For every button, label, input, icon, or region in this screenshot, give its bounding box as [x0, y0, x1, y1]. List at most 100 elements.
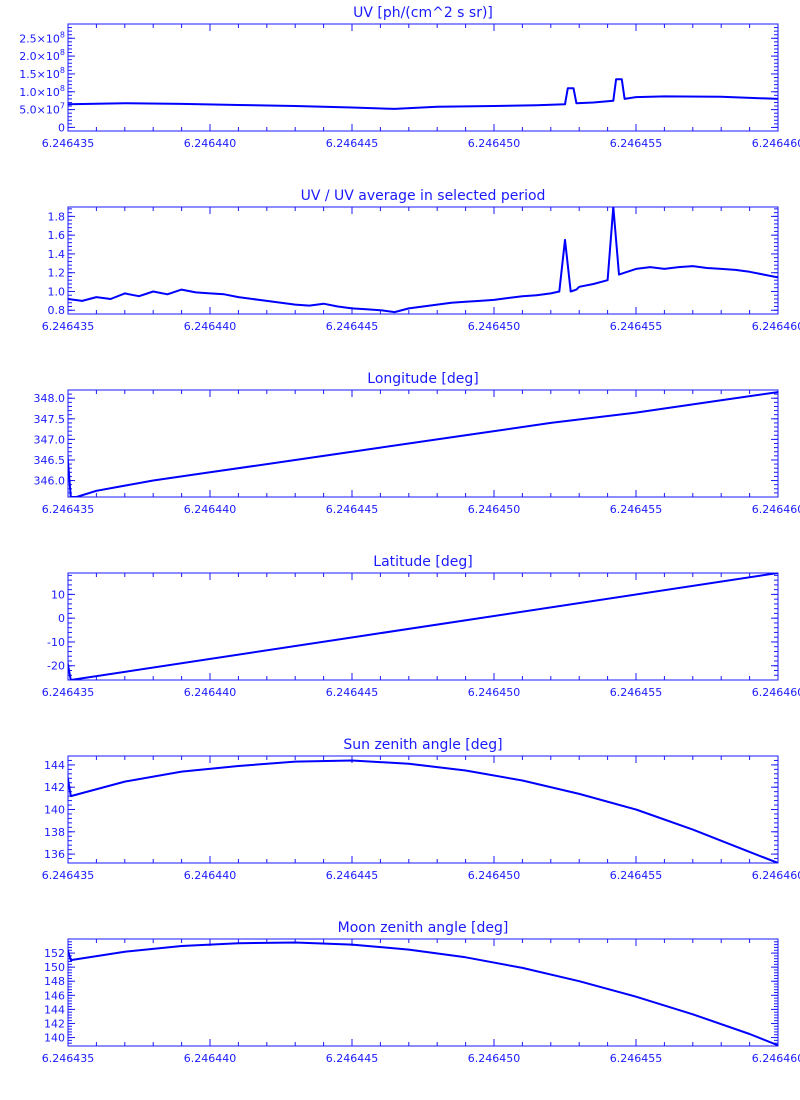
y-tick-label: 2.5×108	[19, 30, 65, 45]
series-line	[68, 78, 778, 110]
chart-panel-4: Latitude [deg] 6.246435 6.246440 6.246445 6.…	[42, 554, 800, 699]
y-tick-label: 1.2	[48, 267, 66, 280]
chart-title: Longitude [deg]	[367, 371, 478, 387]
series-line	[68, 207, 778, 314]
series-line	[68, 391, 778, 497]
y-tick-label: -20	[47, 660, 65, 673]
x-tick-label: 6.246445	[326, 1052, 379, 1065]
y-tick-label: 1.5×108	[19, 66, 65, 81]
chart-panel-6: Moon zenith angle [deg] 6.246435 6.246440 6…	[42, 920, 800, 1065]
y-tick-label: 144	[44, 759, 65, 772]
x-tick-label: 6.246455	[610, 869, 663, 882]
x-tick-label: 6.246460	[752, 320, 800, 333]
y-tick-label: 0	[58, 612, 65, 625]
x-tick-label: 6.246460	[752, 137, 800, 150]
y-tick-mantissa: 0	[58, 121, 65, 134]
y-tick-mantissa: 1.5×10	[19, 68, 60, 81]
y-tick-label: 1.0	[48, 285, 66, 298]
x-tick-label: 6.246445	[326, 503, 379, 516]
y-tick-label: -10	[47, 636, 65, 649]
x-tick-label: 6.246440	[184, 137, 237, 150]
plot-frame	[67, 572, 779, 681]
y-tick-label: 1.4	[48, 248, 66, 261]
y-tick-label: 5.0×107	[19, 102, 65, 117]
x-tick-label: 6.246455	[610, 1052, 663, 1065]
x-tick-label: 6.246455	[610, 503, 663, 516]
y-tick-label: 2.0×108	[19, 48, 65, 63]
x-tick-label: 6.246450	[468, 1052, 521, 1065]
y-tick-label: 136	[44, 848, 65, 861]
y-tick-label: 150	[44, 961, 65, 974]
plot-frame	[67, 389, 779, 498]
x-tick-label: 6.246450	[468, 869, 521, 882]
x-tick-label: 6.246440	[184, 503, 237, 516]
x-tick-label: 6.246460	[752, 503, 800, 516]
x-tick-label: 6.246445	[326, 686, 379, 699]
y-tick-label: 1.8	[48, 210, 66, 223]
x-tick-label: 6.246455	[610, 137, 663, 150]
chart-title: UV / UV average in selected period	[301, 188, 546, 204]
y-tick-label: 1.6	[48, 229, 66, 242]
y-tick-label: 346.0	[34, 475, 66, 488]
y-tick-label: 1.0×108	[19, 84, 65, 99]
x-tick-label: 6.246440	[184, 686, 237, 699]
y-tick-label: 142	[44, 1017, 65, 1030]
y-tick-mantissa: 2.5×10	[19, 32, 60, 45]
x-tick-label: 6.246450	[468, 686, 521, 699]
chart-panel-2: UV / UV average in selected period 6.2464…	[42, 188, 800, 333]
plot-frame	[67, 938, 779, 1047]
plot-frame	[67, 23, 779, 132]
y-tick-mantissa: 2.0×10	[19, 50, 60, 63]
y-tick-label: 140	[44, 1032, 65, 1045]
x-tick-label: 6.246460	[752, 869, 800, 882]
y-tick-exponent: 8	[60, 30, 65, 39]
x-tick-label: 6.246440	[184, 1052, 237, 1065]
x-tick-label: 6.246435	[42, 503, 95, 516]
y-tick-label: 10	[51, 588, 65, 601]
x-tick-label: 6.246455	[610, 686, 663, 699]
chart-title: Latitude [deg]	[373, 554, 472, 570]
y-tick-label: 152	[44, 947, 65, 960]
chart-title: Moon zenith angle [deg]	[338, 920, 509, 936]
x-tick-label: 6.246440	[184, 320, 237, 333]
y-tick-label: 0.8	[48, 304, 66, 317]
series-line	[68, 759, 778, 863]
chart-panel-3: Longitude [deg] 6.246435 6.246440 6.246445 6…	[34, 371, 800, 516]
x-tick-label: 6.246450	[468, 320, 521, 333]
y-tick-exponent: 8	[60, 66, 65, 75]
y-tick-label: 346.5	[34, 454, 66, 467]
y-tick-label: 142	[44, 781, 65, 794]
x-tick-label: 6.246460	[752, 686, 800, 699]
chart-title: Sun zenith angle [deg]	[343, 737, 502, 753]
x-tick-label: 6.246435	[42, 686, 95, 699]
series-line	[68, 941, 778, 1046]
x-tick-label: 6.246440	[184, 869, 237, 882]
chart-panel-5: Sun zenith angle [deg] 6.246435 6.246440 6.…	[42, 737, 800, 882]
x-tick-label: 6.246435	[42, 320, 95, 333]
y-tick-exponent: 8	[60, 48, 65, 57]
y-tick-label: 140	[44, 804, 65, 817]
series-line	[68, 573, 778, 680]
x-tick-label: 6.246435	[42, 869, 95, 882]
y-tick-label: 0	[58, 121, 65, 134]
y-tick-label: 347.0	[34, 433, 66, 446]
chart-title: UV [ph/(cm^2 s sr)]	[353, 5, 493, 21]
chart-panel-1: UV [ph/(cm^2 s sr)] 6.246435 6.246440 6.246…	[19, 5, 800, 150]
x-tick-label: 6.246460	[752, 1052, 800, 1065]
x-tick-label: 6.246435	[42, 137, 95, 150]
y-tick-label: 347.5	[34, 413, 66, 426]
x-tick-label: 6.246445	[326, 137, 379, 150]
y-tick-label: 144	[44, 1003, 65, 1016]
y-tick-exponent: 8	[60, 84, 65, 93]
y-tick-label: 146	[44, 989, 65, 1002]
x-tick-label: 6.246455	[610, 320, 663, 333]
x-tick-label: 6.246445	[326, 869, 379, 882]
y-tick-mantissa: 5.0×10	[19, 104, 60, 117]
y-tick-label: 348.0	[34, 392, 66, 405]
y-tick-mantissa: 1.0×10	[19, 86, 60, 99]
x-tick-label: 6.246435	[42, 1052, 95, 1065]
x-tick-label: 6.246445	[326, 320, 379, 333]
y-tick-label: 148	[44, 975, 65, 988]
x-tick-label: 6.246450	[468, 503, 521, 516]
